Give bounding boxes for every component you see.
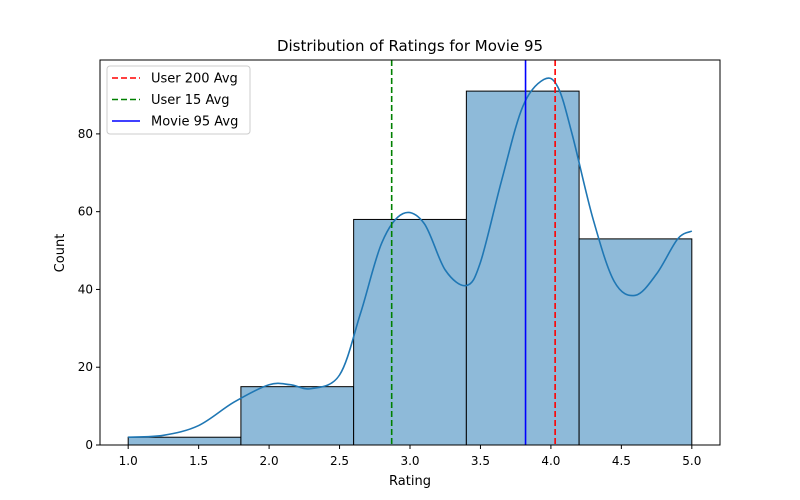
x-tick-label-8: 5.0 — [682, 454, 701, 468]
y-tick-label-2: 40 — [78, 282, 93, 296]
kde-curve — [128, 77, 693, 439]
x-tick-label-2: 2.0 — [260, 454, 279, 468]
legend-label-2: Movie 95 Avg — [151, 115, 238, 130]
legend-label-0: User 200 Avg — [151, 72, 238, 87]
histogram-bar-1 — [240, 386, 355, 446]
legend-label-1: User 15 Avg — [151, 93, 230, 108]
histogram-bar-3 — [465, 90, 580, 446]
x-tick-label-7: 4.5 — [612, 454, 631, 468]
x-tick-label-0: 1.0 — [119, 454, 138, 468]
chart-title: Distribution of Ratings for Movie 95 — [277, 37, 543, 55]
x-tick-label-4: 3.0 — [400, 454, 419, 468]
y-axis-ticks: 0 20 40 60 80 — [78, 127, 100, 452]
x-tick-label-1: 1.5 — [189, 454, 208, 468]
y-tick-label-0: 0 — [85, 438, 93, 452]
y-axis-label: Count — [53, 234, 68, 273]
histogram-bar-2 — [353, 218, 467, 446]
x-axis-label: Rating — [389, 474, 431, 489]
x-axis-ticks: 1.0 1.5 2.0 2.5 3.0 3.5 4.0 4.5 5.0 — [119, 445, 701, 468]
legend: User 200 Avg User 15 Avg Movie 95 Avg — [106, 65, 251, 135]
x-tick-label-6: 4.0 — [541, 454, 560, 468]
y-tick-label-3: 60 — [78, 205, 93, 219]
histogram-bar-4 — [578, 238, 693, 446]
kde-curve-group — [128, 77, 693, 439]
average-lines — [390, 60, 556, 445]
x-tick-label-5: 3.5 — [471, 454, 490, 468]
legend-box — [106, 65, 251, 135]
histogram-bar-0 — [127, 436, 242, 446]
histogram-bars — [127, 90, 693, 446]
y-tick-label-1: 20 — [78, 360, 93, 374]
y-tick-label-4: 80 — [78, 127, 93, 141]
x-tick-label-3: 2.5 — [330, 454, 349, 468]
